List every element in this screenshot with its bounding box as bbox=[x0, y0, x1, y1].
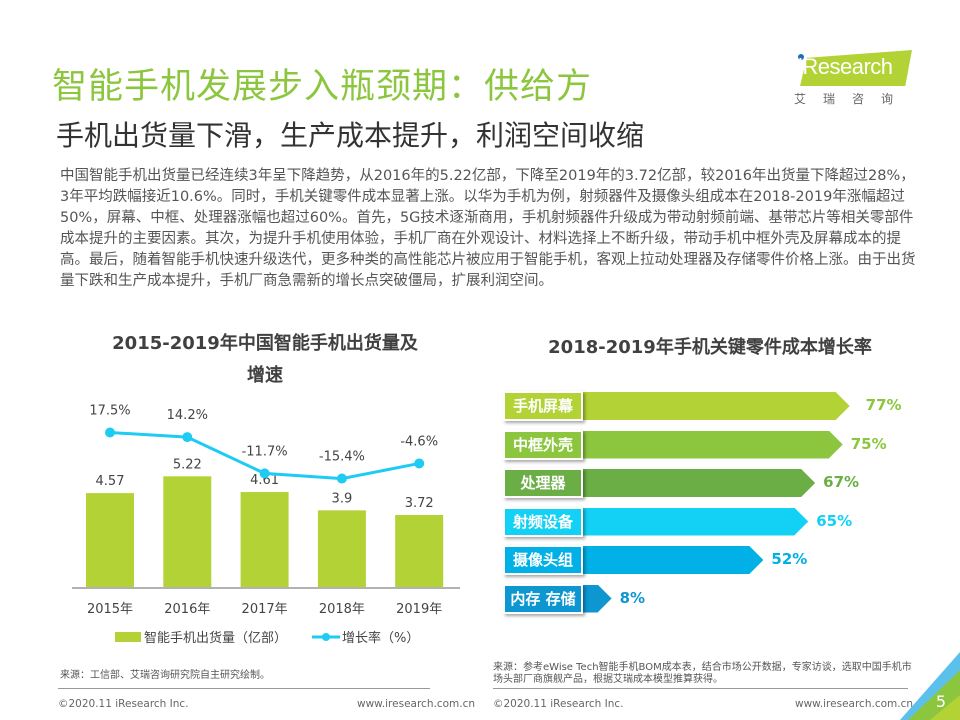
cost-category-label: 摄像头组 bbox=[503, 545, 583, 575]
iresearch-logo: iResearch 艾瑞咨询 bbox=[790, 50, 920, 110]
left-chart-title-line1: 2015-2019年中国智能手机出货量及 bbox=[112, 333, 418, 354]
growth-point bbox=[182, 432, 193, 443]
component-cost-chart: 手机屏幕 77% 中框外壳 75% 处理器 67% 射频设备 65% 摄像头组 52% 内存 存储 8… bbox=[503, 391, 902, 614]
cost-value-label: 77% bbox=[865, 396, 902, 414]
left-chart-title: 2015-2019年中国智能手机出货量及 增速 bbox=[95, 328, 435, 392]
bar-value-label: 3.9 bbox=[332, 491, 353, 506]
growth-value-label: 14.2% bbox=[167, 408, 208, 423]
cost-category-label: 射频设备 bbox=[503, 506, 583, 537]
cost-bar bbox=[570, 546, 763, 574]
cost-category-label: 内存 存储 bbox=[503, 583, 583, 614]
cost-bar bbox=[570, 508, 808, 536]
footer-divider-right bbox=[493, 688, 908, 689]
cost-bar bbox=[570, 392, 850, 420]
cost-value-label: 8% bbox=[619, 588, 646, 607]
website-link-right[interactable]: www.iresearch.com.cn bbox=[795, 698, 914, 710]
bar-value-label: 5.22 bbox=[173, 457, 202, 472]
bar-shipments bbox=[317, 510, 366, 587]
bar-shipments bbox=[86, 493, 134, 587]
website-link-left[interactable]: www.iresearch.com.cn bbox=[357, 698, 476, 710]
footer-divider-left bbox=[58, 688, 430, 689]
bar-shipments bbox=[163, 476, 212, 587]
cost-bar bbox=[570, 469, 815, 497]
cost-value-label: 67% bbox=[823, 473, 860, 491]
growth-value-label: -11.7% bbox=[242, 444, 288, 459]
logo-dot-icon bbox=[798, 54, 804, 60]
legend-label-growth: 增长率（%） bbox=[342, 630, 419, 646]
page-subtitle: 手机出货量下滑，生产成本提升，利润空间收缩 bbox=[56, 119, 645, 152]
copyright-left: ©2020.11 iResearch Inc. bbox=[58, 698, 189, 710]
copyright-right: ©2020.11 iResearch Inc. bbox=[493, 698, 624, 710]
bar-shipments bbox=[395, 515, 444, 587]
page-number: 5 bbox=[935, 692, 946, 711]
x-tick-label: 2016年 bbox=[164, 602, 210, 617]
growth-point bbox=[259, 468, 270, 479]
cost-bar bbox=[570, 431, 843, 459]
left-chart-title-line2: 增速 bbox=[247, 365, 283, 386]
bar-value-label: 4.57 bbox=[96, 474, 125, 489]
bar-value-label: 3.72 bbox=[405, 496, 434, 511]
source-note-left: 来源：工信部、艾瑞咨询研究院自主研究绘制。 bbox=[60, 670, 270, 681]
right-chart-title: 2018-2019年手机关键零件成本增长率 bbox=[548, 337, 872, 358]
bar-value-label: 4.61 bbox=[250, 473, 279, 488]
cost-value-label: 52% bbox=[771, 550, 808, 568]
legend-swatch-shipments bbox=[115, 632, 141, 642]
corner-decoration bbox=[900, 652, 960, 720]
growth-point bbox=[414, 458, 425, 469]
page-title: 智能手机发展步入瓶颈期：供给方 bbox=[52, 67, 593, 107]
growth-point bbox=[336, 473, 347, 484]
bar-shipments bbox=[240, 492, 289, 587]
cost-value-label: 75% bbox=[850, 434, 887, 453]
cost-category-label: 手机屏幕 bbox=[503, 391, 583, 421]
body-paragraph: 中国智能手机出货量已经连续3年呈下降趋势，从2016年的5.22亿部，下降至20… bbox=[60, 168, 916, 289]
cost-category-label: 处理器 bbox=[503, 468, 583, 498]
x-tick-label: 2018年 bbox=[319, 602, 365, 617]
growth-value-label: 17.5% bbox=[89, 404, 130, 419]
logo-brand-text: iResearch bbox=[798, 54, 893, 79]
growth-value-label: -4.6% bbox=[400, 434, 438, 449]
x-tick-label: 2015年 bbox=[87, 602, 133, 617]
x-tick-label: 2017年 bbox=[242, 602, 288, 617]
source-note-right: 来源：参考eWise Tech智能手机BOM成本表，结合市场公开数据，专家访谈，… bbox=[493, 662, 912, 685]
growth-point bbox=[105, 427, 115, 438]
legend-swatch-growth-marker bbox=[322, 633, 330, 641]
logo-cn-text: 艾瑞咨询 bbox=[794, 92, 911, 106]
cost-category-label: 中框外壳 bbox=[503, 429, 583, 460]
shipment-chart: 4.57 5.22 4.61 3.9 3.72 17.5% 14.2% -11.7% -15.… bbox=[72, 404, 460, 646]
cost-value-label: 65% bbox=[816, 511, 853, 530]
growth-value-label: -15.4% bbox=[319, 450, 365, 465]
x-tick-label: 2019年 bbox=[396, 602, 442, 617]
legend-label-shipments: 智能手机出货量（亿部） bbox=[144, 630, 287, 646]
